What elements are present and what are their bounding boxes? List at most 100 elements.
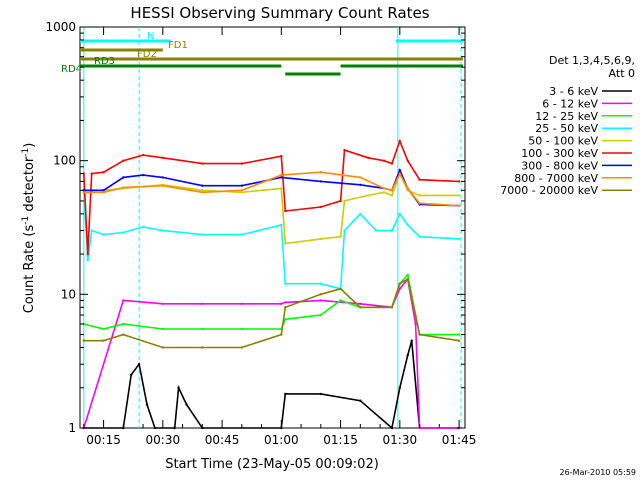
series-5-point-16	[390, 162, 394, 165]
state-bar-label-0: N	[147, 31, 154, 42]
series-0-point-7	[177, 386, 180, 389]
series-0-point-15	[398, 386, 401, 389]
state-bar-label-2: FD2	[137, 49, 157, 60]
series-line-4	[83, 171, 460, 245]
series-5-point-15	[382, 159, 386, 162]
series-4-point-16	[418, 194, 421, 197]
series-5-point-11	[319, 205, 322, 209]
series-1-point-7	[319, 299, 322, 302]
series-4-point-8	[319, 237, 322, 241]
series-0-point-5	[153, 426, 157, 430]
series-2-point-13	[406, 273, 409, 276]
series-8-point-8	[319, 293, 322, 296]
series-8-point-9	[339, 287, 342, 290]
series-8-point-0	[82, 339, 86, 342]
series-6-point-6	[201, 184, 204, 187]
series-3-point-18	[406, 223, 409, 227]
series-5-point-3	[102, 171, 105, 174]
series-3-point-6	[161, 229, 164, 232]
legend-label-5: 100 - 300 keV	[521, 147, 598, 160]
series-4-point-11	[367, 194, 370, 197]
series-6-point-10	[359, 183, 362, 186]
series-5-point-17	[398, 139, 401, 143]
series-1-point-2	[161, 302, 164, 305]
series-7-point-1	[102, 191, 105, 194]
series-1-point-12	[414, 322, 417, 326]
series-7-point-2	[122, 186, 125, 189]
series-7-point-7	[319, 171, 322, 174]
legend-label-6: 300 - 800 keV	[521, 159, 598, 172]
vertical-markers	[83, 27, 462, 428]
legend-label-1: 6 - 12 keV	[542, 97, 598, 110]
series-6-point-7	[240, 184, 243, 187]
y-tick-label-3: 1000	[45, 20, 76, 34]
series-line-2	[83, 273, 460, 336]
legend-header-1: Det 1,3,4,5,6,9,	[549, 54, 635, 67]
series-8-point-7	[284, 306, 287, 309]
series-3-point-20	[457, 237, 461, 241]
legend-label-7: 800 - 7000 keV	[514, 172, 598, 185]
series-2-point-15	[457, 333, 461, 336]
series-5-point-9	[280, 155, 283, 158]
series-5-point-8	[240, 162, 243, 165]
series-5-point-1	[86, 252, 90, 256]
x-tick-label-0: 00:15	[86, 433, 121, 447]
series-4-point-10	[343, 199, 346, 203]
footer-timestamp: 26-Mar-2010 05:59	[560, 468, 637, 477]
series-5-point-18	[406, 159, 409, 162]
x-tick-label-4: 01:15	[323, 433, 358, 447]
series-line-5	[83, 138, 460, 255]
series-3-point-19	[418, 235, 421, 238]
y-tick-label-2: 100	[53, 154, 76, 168]
series-6-point-4	[141, 173, 145, 177]
series-line-3	[83, 190, 460, 290]
series-5-point-20	[457, 180, 461, 183]
y-label-sup1: -1	[21, 216, 31, 225]
legend-label-3: 25 - 50 keV	[535, 122, 598, 135]
legend-label-0: 3 - 6 keV	[549, 85, 598, 98]
series-5-point-10	[284, 209, 287, 213]
series-4-point-13	[390, 194, 394, 197]
series-6-point-1	[90, 189, 93, 192]
series-8-point-3	[161, 346, 164, 349]
series-3-point-15	[374, 229, 378, 232]
series-0-point-13	[359, 399, 362, 402]
state-bar-label-4: RD4	[61, 64, 82, 75]
series-2-point-2	[122, 322, 125, 326]
series-line-1	[83, 277, 460, 429]
series-5-point-5	[141, 153, 145, 157]
series-7-point-11	[398, 172, 401, 175]
series-0-point-2	[130, 373, 133, 376]
series-3-point-7	[201, 233, 204, 236]
series-4-point-5	[240, 191, 243, 194]
series-3-point-16	[390, 229, 394, 232]
series-1-point-3	[201, 302, 204, 305]
x-tick-label-6: 01:45	[442, 433, 477, 447]
series-1-point-1	[122, 299, 125, 302]
series-1-point-4	[240, 302, 243, 305]
series-2-point-8	[319, 313, 322, 317]
series-4-point-17	[457, 194, 461, 197]
series-4-point-6	[280, 187, 283, 190]
series-3-point-10	[284, 282, 287, 285]
series-8-point-2	[122, 333, 125, 336]
series-7-point-5	[240, 189, 243, 192]
series-3-point-14	[359, 212, 362, 216]
x-tick-label-2: 00:45	[205, 433, 240, 447]
series-5-point-14	[367, 156, 370, 159]
series-4-point-9	[339, 235, 342, 238]
y-tick-label-0: 1	[68, 421, 76, 435]
legend-label-2: 12 - 25 keV	[535, 110, 598, 123]
series-8-point-6	[280, 333, 283, 336]
series-2-point-1	[102, 327, 105, 331]
y-label-main: Count Rate (s	[22, 225, 37, 314]
y-axis-ticks: 1 10 100 1000	[45, 20, 465, 435]
series-7-point-13	[418, 202, 421, 205]
series-5-point-19	[418, 178, 421, 181]
series-6-point-5	[161, 176, 164, 179]
series-8-point-13	[406, 277, 409, 281]
series-0-point-8	[185, 403, 188, 406]
state-bar-label-1: FD1	[168, 40, 188, 51]
y-axis-label: Count Rate (s-1 detector-1)	[21, 143, 37, 314]
series-7-point-4	[201, 191, 204, 194]
